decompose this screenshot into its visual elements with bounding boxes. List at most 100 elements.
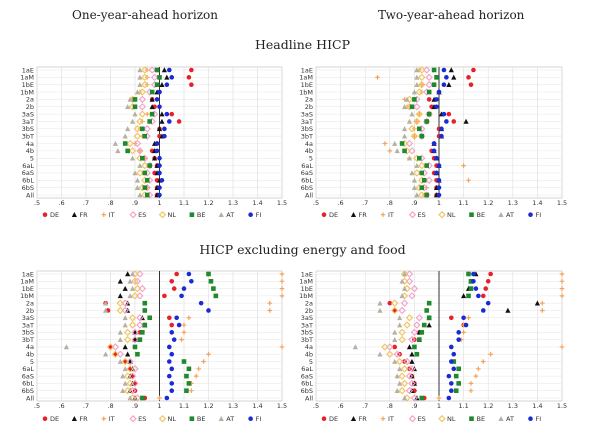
y-tick-label: 1bM [299, 88, 313, 96]
point-fr [409, 358, 415, 364]
point-fi [167, 67, 172, 73]
x-tick-label: .6 [58, 199, 64, 207]
point-at [404, 96, 410, 102]
point-be [426, 111, 432, 117]
point-fi [169, 388, 175, 394]
point-fi [441, 111, 447, 117]
y-tick-label: 1bE [301, 81, 313, 89]
point-it [466, 177, 471, 183]
legend-label-at: AT [226, 415, 234, 423]
point-be [186, 366, 192, 372]
point-fi [174, 315, 179, 321]
x-tick-label: .5 [34, 402, 40, 410]
point-es [136, 321, 144, 329]
y-tick-label: 1aM [299, 74, 313, 82]
point-be [431, 82, 437, 88]
point-at [414, 67, 420, 73]
legend-marker-es [408, 211, 417, 219]
point-de [466, 75, 471, 80]
point-at [399, 278, 405, 284]
legend-label-be: BE [197, 415, 206, 423]
point-at [122, 366, 128, 372]
point-fi [157, 192, 162, 198]
point-at [127, 395, 133, 401]
section-title-top: Headline HICP [255, 37, 350, 52]
point-fi [157, 185, 162, 190]
point-de [176, 119, 182, 124]
point-de [174, 271, 179, 277]
x-tick-label: 1.2 [203, 199, 213, 207]
x-tick-label: .6 [337, 199, 343, 207]
legend-marker-fr [71, 212, 77, 217]
point-de [189, 67, 194, 73]
point-es [143, 125, 151, 133]
point-at [401, 104, 408, 110]
x-tick-label: 1.3 [508, 402, 518, 410]
point-fi [157, 155, 162, 161]
point-be [451, 359, 457, 364]
point-es [425, 176, 433, 184]
point-fr [164, 74, 170, 80]
point-be [132, 104, 138, 110]
point-at [392, 358, 398, 364]
point-it [466, 315, 471, 321]
legend-marker-es [129, 415, 137, 423]
y-tick-label: 6bS [22, 184, 34, 192]
point-de [169, 278, 175, 284]
point-nl [123, 387, 132, 395]
section-title-bottom: HICP excluding energy and food [199, 242, 406, 257]
point-at [394, 388, 400, 394]
point-at [129, 155, 136, 161]
legend-marker-es [129, 211, 137, 219]
legend-label-es: ES [138, 211, 146, 219]
point-fi [157, 104, 162, 110]
point-fi [456, 337, 461, 342]
point-nl [418, 161, 426, 170]
point-de [483, 286, 489, 291]
point-it [193, 373, 199, 379]
point-be [419, 395, 425, 401]
point-nl [403, 321, 411, 329]
point-at [103, 351, 109, 357]
point-de [162, 293, 167, 299]
point-be [417, 337, 422, 342]
point-es [133, 277, 142, 285]
point-at [414, 192, 420, 198]
y-tick-label: 1aE [22, 270, 34, 278]
point-es [398, 306, 406, 315]
point-it [279, 344, 285, 350]
y-tick-label: 3aS [22, 110, 34, 118]
legend-label-fi: FI [536, 415, 542, 423]
point-nl [126, 379, 134, 388]
y-tick-label: 3bS [22, 125, 34, 133]
point-it [196, 366, 201, 372]
point-nl [133, 125, 142, 133]
x-tick-label: 1.3 [228, 402, 238, 410]
point-at [134, 184, 141, 190]
y-tick-label: All [26, 394, 34, 402]
point-it [137, 148, 143, 154]
point-be [434, 75, 439, 80]
y-tick-label: 1bM [20, 88, 34, 96]
point-nl [405, 314, 414, 322]
point-at [377, 307, 383, 313]
point-es [148, 66, 156, 74]
point-be [419, 185, 425, 190]
point-be [137, 337, 143, 342]
point-es [126, 357, 134, 366]
point-fr [461, 293, 467, 299]
point-it [414, 119, 420, 124]
point-es [415, 314, 423, 322]
point-at [397, 322, 403, 328]
point-it [476, 366, 481, 372]
y-tick-label: 2a [305, 96, 313, 104]
legend: DE FR IT ES NL BE AT FI [42, 415, 261, 423]
point-nl [136, 117, 144, 126]
point-es [425, 73, 433, 82]
y-tick-label: 1aE [301, 66, 313, 74]
point-nl [128, 147, 137, 155]
point-de [451, 119, 457, 124]
point-it [559, 293, 565, 299]
x-tick-label: 1.5 [277, 199, 287, 207]
point-be [466, 293, 471, 299]
